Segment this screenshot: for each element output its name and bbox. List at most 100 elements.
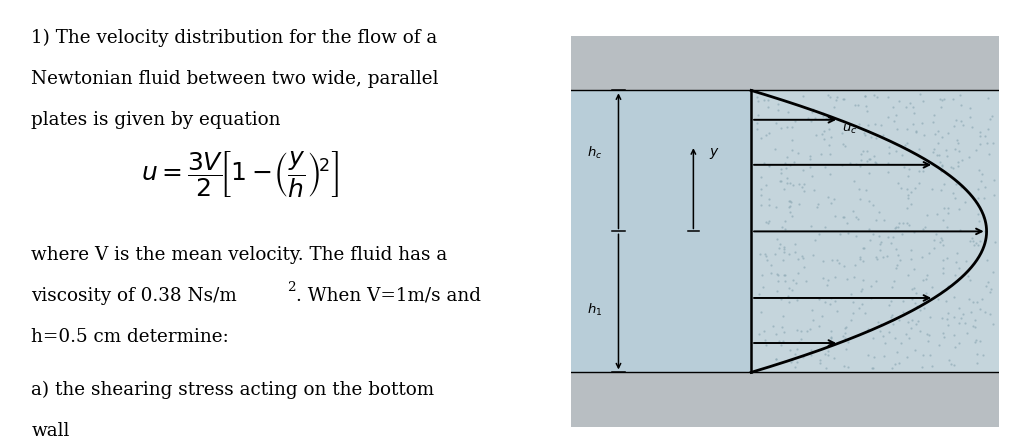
Point [886,117,902,125]
Point [964,235,980,242]
Point [901,222,918,229]
Point [822,113,839,121]
Point [946,361,963,368]
Point [938,147,954,154]
Point [784,146,801,153]
Point [861,226,878,233]
Point [951,227,968,234]
Point [980,95,996,102]
Point [944,95,961,102]
Point [816,136,833,143]
Point [776,246,793,253]
Point [830,259,847,267]
Point [804,307,820,314]
Point [792,180,808,187]
Point [863,282,880,289]
Point [853,288,869,295]
Point [838,323,854,330]
Point [802,153,818,160]
Point [769,235,785,243]
Point [899,185,915,192]
Point [943,164,959,171]
Point [932,239,948,246]
Text: $u_c$: $u_c$ [842,123,857,136]
Point [898,331,914,338]
Point [900,335,916,342]
Point [793,335,809,342]
Point [903,325,920,332]
Point [953,157,970,164]
Point [860,122,877,129]
Point [916,223,933,231]
Point [898,103,914,110]
Point [811,295,827,303]
Point [749,93,765,100]
Point [888,223,904,231]
Point [980,278,996,285]
Point [952,314,969,321]
Point [945,190,962,197]
Point [974,295,990,302]
Text: $h_c$: $h_c$ [587,145,602,161]
Point [753,174,769,181]
Point [903,316,920,323]
Point [784,137,801,144]
Point [931,152,947,159]
Point [986,192,1002,199]
Point [752,250,768,257]
Point [955,121,972,128]
Point [885,233,901,240]
Point [867,159,884,166]
Point [945,331,962,338]
Point [914,119,931,126]
Text: $y$: $y$ [710,146,720,161]
Point [974,170,990,177]
Point [750,97,766,104]
Point [975,351,991,358]
Point [982,311,998,318]
Point [836,263,852,270]
Point [751,291,767,298]
Point [929,152,945,159]
Point [795,166,811,173]
Point [772,240,788,247]
Point [967,338,983,345]
Point [966,242,982,249]
Point [852,255,868,262]
Point [834,162,850,169]
Point [891,97,907,105]
Bar [571,36,999,90]
Point [930,139,946,146]
Point [814,131,830,138]
Point [850,216,866,223]
Point [781,209,798,216]
Point [935,265,951,272]
Point [976,183,992,190]
Point [891,220,907,227]
Point [939,223,955,230]
Point [805,105,821,112]
Bar [752,90,999,372]
Point [906,347,923,354]
Point [903,286,920,293]
Point [848,213,864,220]
Point [927,130,943,138]
Point [818,281,835,288]
Point [947,146,964,153]
Point [909,317,926,324]
Point [881,149,897,156]
Point [876,216,892,223]
Point [791,200,807,207]
Point [957,198,974,205]
Point [772,124,788,131]
Point [835,332,851,340]
Point [809,203,825,210]
Point [861,155,878,162]
Point [849,101,865,109]
Point [933,104,949,111]
Point [980,125,996,132]
Point [948,116,965,123]
Point [936,181,952,188]
Point [911,145,928,152]
Point [973,177,989,184]
